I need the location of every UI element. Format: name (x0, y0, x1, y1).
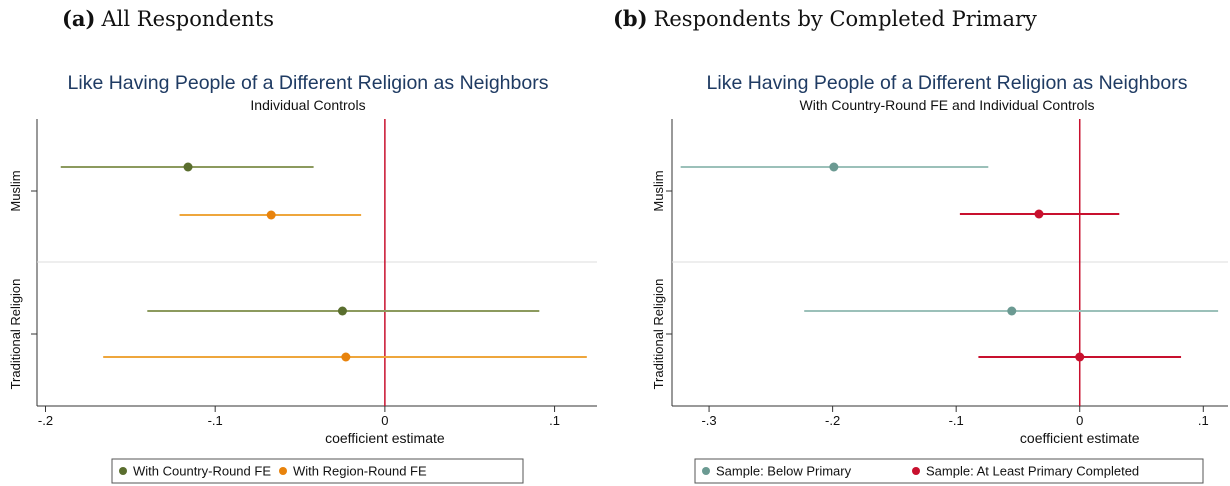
legend-label: With Country-Round FE (133, 464, 271, 479)
chart-subtitle: With Country-Round FE and Individual Con… (800, 97, 1095, 113)
estimate-point (266, 210, 276, 220)
legend-label: Sample: At Least Primary Completed (926, 464, 1139, 479)
legend-box (694, 458, 1204, 484)
legend-marker (912, 467, 920, 475)
legend-marker (119, 467, 127, 475)
chart-b: Like Having People of a Different Religi… (651, 72, 1228, 484)
legend-marker (702, 467, 710, 475)
panel-a: (a) All Respondents Like Having People of… (0, 0, 605, 486)
chart-subtitle: Individual Controls (250, 97, 365, 113)
x-tick-label: 0 (381, 413, 388, 428)
legend-marker (279, 467, 287, 475)
x-tick-label: -.1 (208, 413, 223, 428)
panel-a-tag: (a) (62, 6, 96, 31)
x-axis-title: coefficient estimate (1020, 430, 1140, 446)
panel-b: (b) Respondents by Completed Primary Like… (605, 0, 1230, 486)
x-tick-label: -.2 (38, 413, 53, 428)
legend-box (111, 458, 524, 484)
x-tick-label: -.2 (825, 413, 840, 428)
x-tick-label: -.1 (949, 413, 964, 428)
y-category-label: Muslim (8, 170, 23, 211)
estimate-point (829, 162, 839, 172)
legend-label: With Region-Round FE (293, 464, 427, 479)
panel-a-caption: (a) All Respondents (62, 6, 274, 31)
chart-a: Like Having People of a Different Religi… (8, 72, 597, 484)
x-tick-label: .1 (1198, 413, 1209, 428)
y-category-label: Muslim (651, 170, 666, 211)
panel-b-tag: (b) (613, 6, 648, 31)
estimate-point (1075, 352, 1085, 362)
x-tick-label: .1 (549, 413, 560, 428)
estimate-point (341, 352, 351, 362)
chart-title: Like Having People of a Different Religi… (68, 72, 549, 94)
y-category-label: Traditional Religion (651, 279, 666, 390)
estimate-point (337, 306, 347, 316)
panel-a-caption-text: All Respondents (101, 7, 274, 31)
x-tick-label: -.3 (701, 413, 716, 428)
panel-b-caption-text: Respondents by Completed Primary (653, 7, 1037, 31)
estimate-point (1007, 306, 1017, 316)
x-axis-title: coefficient estimate (325, 430, 445, 446)
panel-b-caption: (b) Respondents by Completed Primary (613, 6, 1037, 31)
estimate-point (1034, 209, 1044, 219)
y-category-label: Traditional Religion (8, 279, 23, 390)
x-tick-label: 0 (1076, 413, 1083, 428)
legend-label: Sample: Below Primary (716, 464, 852, 479)
estimate-point (183, 162, 193, 172)
chart-title: Like Having People of a Different Religi… (707, 72, 1188, 94)
